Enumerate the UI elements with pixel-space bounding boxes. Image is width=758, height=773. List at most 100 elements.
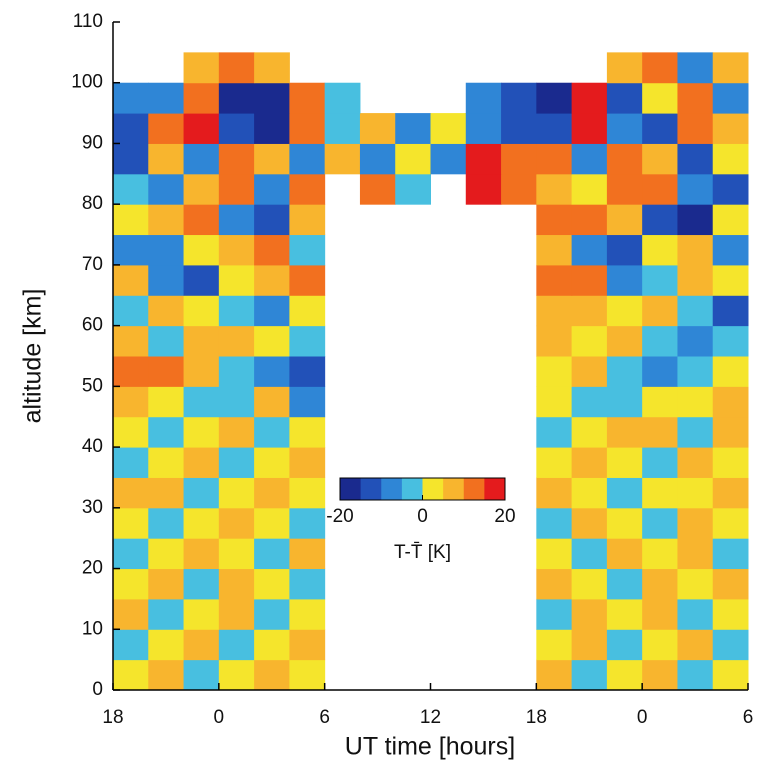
heat-cell bbox=[712, 477, 749, 509]
heat-cell bbox=[536, 447, 573, 478]
heat-cell bbox=[289, 538, 326, 570]
heat-cell bbox=[712, 52, 749, 84]
heat-cell bbox=[289, 629, 326, 661]
heat-cell bbox=[712, 264, 749, 296]
heat-cell bbox=[254, 477, 290, 509]
heat-cell bbox=[642, 295, 678, 327]
heat-cell bbox=[677, 416, 714, 448]
heat-cell bbox=[677, 356, 714, 387]
heat-cell bbox=[642, 416, 678, 448]
x-tick-label: 6 bbox=[743, 707, 754, 728]
heat-cell bbox=[642, 538, 678, 570]
heat-cell bbox=[148, 598, 185, 630]
heat-cell bbox=[148, 477, 185, 509]
heat-cell bbox=[536, 538, 573, 570]
heat-cell bbox=[218, 386, 255, 418]
heat-cell bbox=[571, 477, 608, 509]
heat-cell bbox=[113, 325, 149, 357]
heat-cell bbox=[571, 447, 608, 478]
heat-cell bbox=[254, 204, 290, 236]
heat-cell bbox=[148, 173, 185, 205]
heat-cell bbox=[571, 386, 608, 418]
heat-cell bbox=[571, 507, 608, 539]
heat-cell bbox=[289, 447, 326, 478]
heat-cell bbox=[254, 264, 290, 296]
heat-cell bbox=[289, 386, 326, 418]
heat-cell bbox=[571, 234, 608, 266]
heat-cell bbox=[113, 295, 149, 327]
heat-cell bbox=[536, 416, 573, 448]
heat-cell bbox=[148, 416, 185, 448]
heat-cell bbox=[254, 295, 290, 327]
heat-cell bbox=[183, 538, 220, 570]
heat-cell bbox=[677, 264, 714, 296]
heat-cell bbox=[113, 204, 149, 236]
heat-cell bbox=[677, 234, 714, 266]
heat-cell bbox=[536, 629, 573, 661]
colorbar-swatch bbox=[401, 478, 423, 500]
heat-cell bbox=[148, 659, 185, 691]
heat-cell bbox=[254, 568, 290, 600]
heat-cell bbox=[395, 143, 431, 175]
heat-cell bbox=[712, 568, 749, 600]
heat-cell bbox=[254, 234, 290, 266]
heat-cell bbox=[183, 629, 220, 661]
heat-cell bbox=[642, 204, 678, 236]
colorbar-tick-label: 20 bbox=[494, 506, 515, 527]
colorbar-tick-label: 0 bbox=[417, 506, 428, 527]
heat-cell bbox=[642, 356, 678, 387]
heat-cell bbox=[113, 416, 149, 448]
heat-cell bbox=[677, 143, 714, 175]
heat-cell bbox=[183, 447, 220, 478]
heat-cell bbox=[289, 204, 326, 236]
heat-cell bbox=[571, 82, 608, 114]
heat-cell bbox=[606, 416, 643, 448]
heat-cell bbox=[113, 113, 149, 144]
heat-cell bbox=[536, 264, 573, 296]
heat-cell bbox=[254, 356, 290, 387]
heat-cell bbox=[254, 538, 290, 570]
colorbar-swatch bbox=[443, 478, 465, 500]
heat-cell bbox=[254, 113, 290, 144]
heat-cell bbox=[571, 538, 608, 570]
heat-cell bbox=[430, 143, 467, 175]
heat-cell bbox=[148, 264, 185, 296]
colorbar-swatch bbox=[381, 478, 403, 500]
heat-cell bbox=[254, 416, 290, 448]
y-tick-label: 110 bbox=[73, 11, 103, 32]
colorbar-tick-label: -20 bbox=[326, 506, 353, 527]
heat-cell bbox=[501, 143, 537, 175]
heat-cell bbox=[606, 568, 643, 600]
heat-cell bbox=[606, 386, 643, 418]
heat-cell bbox=[254, 173, 290, 205]
heat-cell bbox=[183, 416, 220, 448]
heat-cell bbox=[465, 143, 502, 175]
heat-cell bbox=[712, 234, 749, 266]
heat-cell bbox=[606, 598, 643, 630]
heat-cell bbox=[148, 82, 185, 114]
heat-cell bbox=[113, 659, 149, 691]
heat-cell bbox=[712, 143, 749, 175]
heat-cell bbox=[289, 295, 326, 327]
heat-cell bbox=[712, 204, 749, 236]
heat-cell bbox=[218, 113, 255, 144]
heat-cell bbox=[183, 52, 220, 84]
heat-cell bbox=[254, 386, 290, 418]
heat-cell bbox=[289, 113, 326, 144]
heat-cell bbox=[606, 113, 643, 144]
heat-cell bbox=[712, 325, 749, 357]
heat-cell bbox=[183, 325, 220, 357]
heat-cell bbox=[571, 143, 608, 175]
heat-cell bbox=[254, 325, 290, 357]
heat-cell bbox=[606, 629, 643, 661]
colorbar-swatch bbox=[484, 478, 506, 500]
heat-cell bbox=[571, 295, 608, 327]
heat-cell bbox=[677, 386, 714, 418]
heat-cell bbox=[183, 234, 220, 266]
heat-cell bbox=[606, 143, 643, 175]
heat-cell bbox=[148, 568, 185, 600]
heat-cell bbox=[606, 325, 643, 357]
y-tick-label: 20 bbox=[82, 558, 103, 579]
heat-cell bbox=[218, 477, 255, 509]
heat-cell bbox=[642, 659, 678, 691]
